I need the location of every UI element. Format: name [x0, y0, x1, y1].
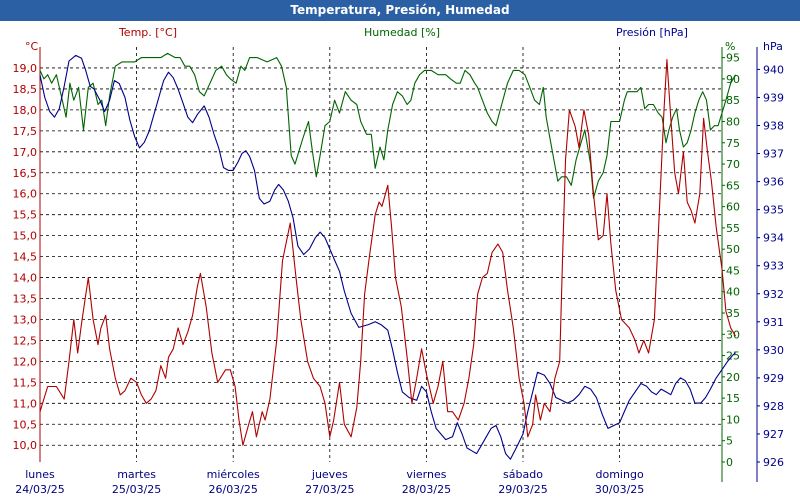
temp-tick-label: 13,5 [13, 293, 38, 306]
pressure-tick-label: 927 [763, 428, 784, 441]
x-tick-day: miércoles [207, 468, 260, 481]
pressure-tick-label: 938 [763, 120, 784, 133]
temp-tick-label: 17,5 [13, 125, 38, 138]
humidity-tick-label: 75 [726, 137, 740, 150]
temp-tick-label: 11,5 [13, 376, 38, 389]
temp-tick-label: 16,5 [13, 167, 38, 180]
x-tick-day: martes [117, 468, 156, 481]
x-tick-day: sábado [503, 468, 543, 481]
pressure-tick-label: 935 [763, 204, 784, 217]
x-tick-day: lunes [25, 468, 55, 481]
chart-axes [39, 47, 758, 482]
humidity-tick-label: 55 [726, 222, 740, 235]
temp-tick-label: 12,0 [13, 355, 38, 368]
temp-tick-label: 10,5 [13, 418, 38, 431]
temp-tick-label: 15,5 [13, 209, 38, 222]
humidity-tick-label: 85 [726, 94, 740, 107]
window-title: Temperatura, Presión, Humedad [0, 0, 800, 21]
tick-labels: 10,0 10,5 11,0 11,5 12,0 12,5 13,0 13,5 14,0 14,5… [13, 52, 785, 496]
x-tick-day: viernes [406, 468, 446, 481]
temp-tick-label: 12,5 [13, 334, 38, 347]
humidity-tick-label: 5 [726, 435, 733, 448]
temp-tick-label: 15,0 [13, 230, 38, 243]
pressure-tick-label: 932 [763, 288, 784, 301]
humidity-tick-label: 20 [726, 371, 740, 384]
pressure-tick-label: 939 [763, 91, 784, 104]
x-tick-date: 26/03/25 [208, 483, 257, 496]
humidity-tick-label: 95 [726, 52, 740, 65]
pressure-tick-label: 934 [763, 232, 784, 245]
temp-tick-label: 17,0 [13, 146, 38, 159]
x-tick-date: 29/03/25 [498, 483, 547, 496]
temp-tick-label: 16,0 [13, 188, 38, 201]
x-tick-date: 27/03/25 [305, 483, 354, 496]
pressure-tick-label: 933 [763, 260, 784, 273]
x-tick-date: 25/03/25 [112, 483, 161, 496]
pressure-tick-label: 936 [763, 176, 784, 189]
humidity-tick-label: 60 [726, 201, 740, 214]
pressure-tick-label: 929 [763, 372, 784, 385]
pressure-tick-label: 926 [763, 456, 784, 469]
humidity-tick-label: 15 [726, 392, 740, 405]
humidity-tick-label: 40 [726, 286, 740, 299]
temp-tick-label: 10,0 [13, 439, 38, 452]
x-tick-day: jueves [311, 468, 348, 481]
temp-tick-label: 19,0 [13, 62, 38, 75]
x-tick-day: domingo [596, 468, 644, 481]
humidity-tick-label: 50 [726, 243, 740, 256]
data-series [39, 52, 736, 460]
series-temp-line [39, 59, 736, 446]
temp-tick-label: 18,5 [13, 83, 38, 96]
humidity-tick-label: 10 [726, 413, 740, 426]
temp-axis-label: Temp. [°C] [118, 26, 177, 39]
chart-grid [39, 47, 722, 462]
pressure-axis-label: Presión [hPa] [616, 26, 688, 39]
x-tick-date: 28/03/25 [402, 483, 451, 496]
series-pres-line [39, 54, 736, 460]
pressure-tick-label: 930 [763, 344, 784, 357]
humidity-tick-label: 45 [726, 264, 740, 277]
temp-tick-label: 18,0 [13, 104, 38, 117]
pressure-tick-label: 937 [763, 148, 784, 161]
humidity-tick-label: 35 [726, 307, 740, 320]
humidity-unit: % [725, 40, 735, 53]
humidity-tick-label: 30 [726, 328, 740, 341]
humidity-tick-label: 0 [726, 456, 733, 469]
temp-tick-label: 11,0 [13, 397, 38, 410]
x-tick-date: 24/03/25 [15, 483, 64, 496]
temp-tick-label: 14,5 [13, 251, 38, 264]
temp-unit: °C [25, 40, 39, 53]
series-hum-line [39, 52, 736, 199]
weather-chart: Temp. [°C] Humedad [%] Presión [hPa] °C … [13, 26, 785, 496]
pressure-tick-label: 931 [763, 316, 784, 329]
humidity-axis-label: Humedad [%] [364, 26, 440, 39]
humidity-tick-label: 80 [726, 115, 740, 128]
humidity-tick-label: 70 [726, 158, 740, 171]
temp-tick-label: 13,0 [13, 313, 38, 326]
x-tick-date: 30/03/25 [595, 483, 644, 496]
pressure-tick-label: 928 [763, 400, 784, 413]
temp-tick-label: 14,0 [13, 272, 38, 285]
pressure-unit: hPa [763, 40, 783, 53]
pressure-tick-label: 940 [763, 63, 784, 76]
humidity-tick-label: 65 [726, 179, 740, 192]
